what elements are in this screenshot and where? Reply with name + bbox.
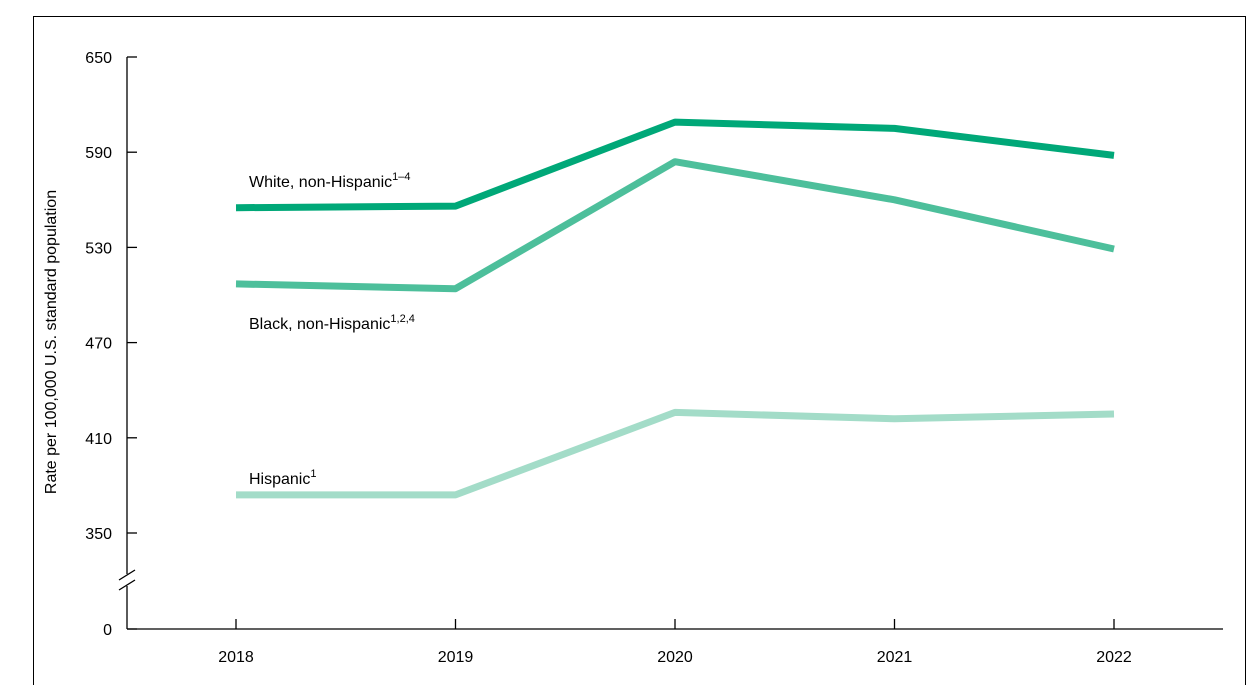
series-label-superscript: 1–4	[392, 171, 410, 183]
x-tick-label: 2018	[218, 649, 254, 666]
y-tick-label: 530	[85, 240, 112, 257]
ticks: 650 590 530 470 410 350 0 2018 2019 2020 2021 2022	[85, 50, 1132, 666]
y-tick-label: 470	[85, 336, 112, 353]
series-label: Hispanic1	[249, 468, 316, 488]
y-tick-label: 0	[103, 622, 112, 639]
y-tick-label: 650	[85, 50, 112, 67]
series-line	[235, 158, 1115, 293]
x-tick-label: 2021	[877, 649, 913, 666]
series-line	[235, 118, 1115, 212]
series-label-superscript: 1	[310, 468, 316, 480]
series-label-superscript: 1,2,4	[390, 313, 414, 325]
x-tick-label: 2022	[1096, 649, 1132, 666]
series-lines	[235, 118, 1115, 499]
series-label: Black, non-Hispanic1,2,4	[249, 313, 415, 333]
x-tick-label: 2020	[657, 649, 693, 666]
axis-break-mark	[118, 579, 136, 591]
chart-frame	[33, 16, 1246, 685]
series-labels: White, non-Hispanic1–4 Black, non-Hispani…	[249, 171, 415, 488]
y-axis-label: Rate per 100,000 U.S. standard populatio…	[43, 190, 60, 494]
series-line	[236, 408, 1115, 499]
series-label: White, non-Hispanic1–4	[249, 171, 411, 191]
y-tick-label: 350	[85, 526, 112, 543]
y-tick-label: 410	[85, 431, 112, 448]
x-tick-label: 2019	[438, 649, 474, 666]
y-tick-label: 590	[85, 145, 112, 162]
axis-break-mark	[118, 569, 136, 581]
axes	[118, 57, 1223, 630]
